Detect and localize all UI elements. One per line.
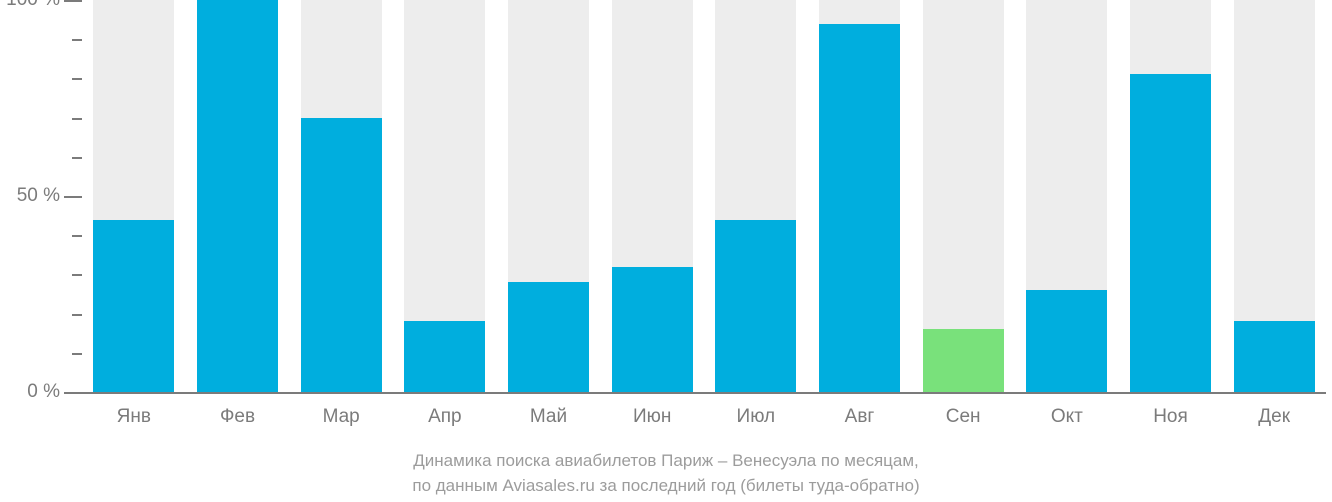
bar xyxy=(197,0,278,392)
bar-slot xyxy=(301,0,382,392)
chart-caption: Динамика поиска авиабилетов Париж – Вене… xyxy=(0,449,1332,498)
y-tick-minor xyxy=(72,78,82,80)
bar-slot xyxy=(923,0,1004,392)
bar-background xyxy=(508,0,589,282)
bar-background xyxy=(819,0,900,24)
plot-area: 0 %50 %100 %ЯнвФевМарАпрМайИюнИюлАвгСенО… xyxy=(82,0,1326,392)
bar-background xyxy=(301,0,382,118)
x-axis-label: Фев xyxy=(220,392,255,428)
y-tick-label: 100 % xyxy=(6,0,82,11)
x-axis-label: Сен xyxy=(946,392,981,428)
x-axis-label: Дек xyxy=(1258,392,1290,428)
bar-slot xyxy=(197,0,278,392)
bar-slot xyxy=(1234,0,1315,392)
bar-slot xyxy=(819,0,900,392)
caption-line-2: по данным Aviasales.ru за последний год … xyxy=(412,476,919,495)
x-axis-label: Янв xyxy=(117,392,151,428)
chart-container: 0 % 50 % 100 % Янв Фев Мар Апр Май Июн Июл Авг Сен О… xyxy=(0,0,1332,502)
y-tick-minor xyxy=(72,235,82,237)
bar xyxy=(1234,321,1315,392)
bar xyxy=(819,24,900,392)
bar-background xyxy=(404,0,485,321)
bar-background xyxy=(715,0,796,220)
caption-line-1: Динамика поиска авиабилетов Париж – Вене… xyxy=(413,451,919,470)
bar-slot xyxy=(404,0,485,392)
bar-slot xyxy=(1026,0,1107,392)
bar-background xyxy=(1130,0,1211,74)
bar xyxy=(404,321,485,392)
bar xyxy=(1026,290,1107,392)
bar xyxy=(612,267,693,392)
bar xyxy=(93,220,174,392)
y-tick-label: 0 % xyxy=(27,381,82,403)
bar-background xyxy=(93,0,174,220)
bar xyxy=(301,118,382,392)
bar-slot xyxy=(715,0,796,392)
bar xyxy=(1130,74,1211,392)
y-tick-minor xyxy=(72,157,82,159)
bar-slot xyxy=(1130,0,1211,392)
x-axis-baseline xyxy=(82,392,1326,394)
y-tick-minor xyxy=(72,274,82,276)
y-tick-minor xyxy=(72,118,82,120)
bar-background xyxy=(923,0,1004,329)
x-axis-label: Июн xyxy=(633,392,671,428)
y-tick-minor xyxy=(72,353,82,355)
bar xyxy=(923,329,1004,392)
x-axis-label: Мар xyxy=(323,392,360,428)
x-axis-label: Авг xyxy=(845,392,875,428)
y-tick-minor xyxy=(72,39,82,41)
bar-slot xyxy=(612,0,693,392)
x-axis-label: Июл xyxy=(737,392,776,428)
x-axis-label: Май xyxy=(530,392,567,428)
bar-background xyxy=(1026,0,1107,290)
y-tick-minor xyxy=(72,314,82,316)
x-axis-label: Ноя xyxy=(1153,392,1188,428)
x-axis-label: Апр xyxy=(428,392,462,428)
bar xyxy=(715,220,796,392)
bar xyxy=(508,282,589,392)
y-tick-label: 50 % xyxy=(17,185,82,207)
x-axis-label: Окт xyxy=(1051,392,1083,428)
bars-layer xyxy=(82,0,1326,392)
bar-background xyxy=(612,0,693,267)
bar-slot xyxy=(508,0,589,392)
bar-background xyxy=(1234,0,1315,321)
bar-slot xyxy=(93,0,174,392)
